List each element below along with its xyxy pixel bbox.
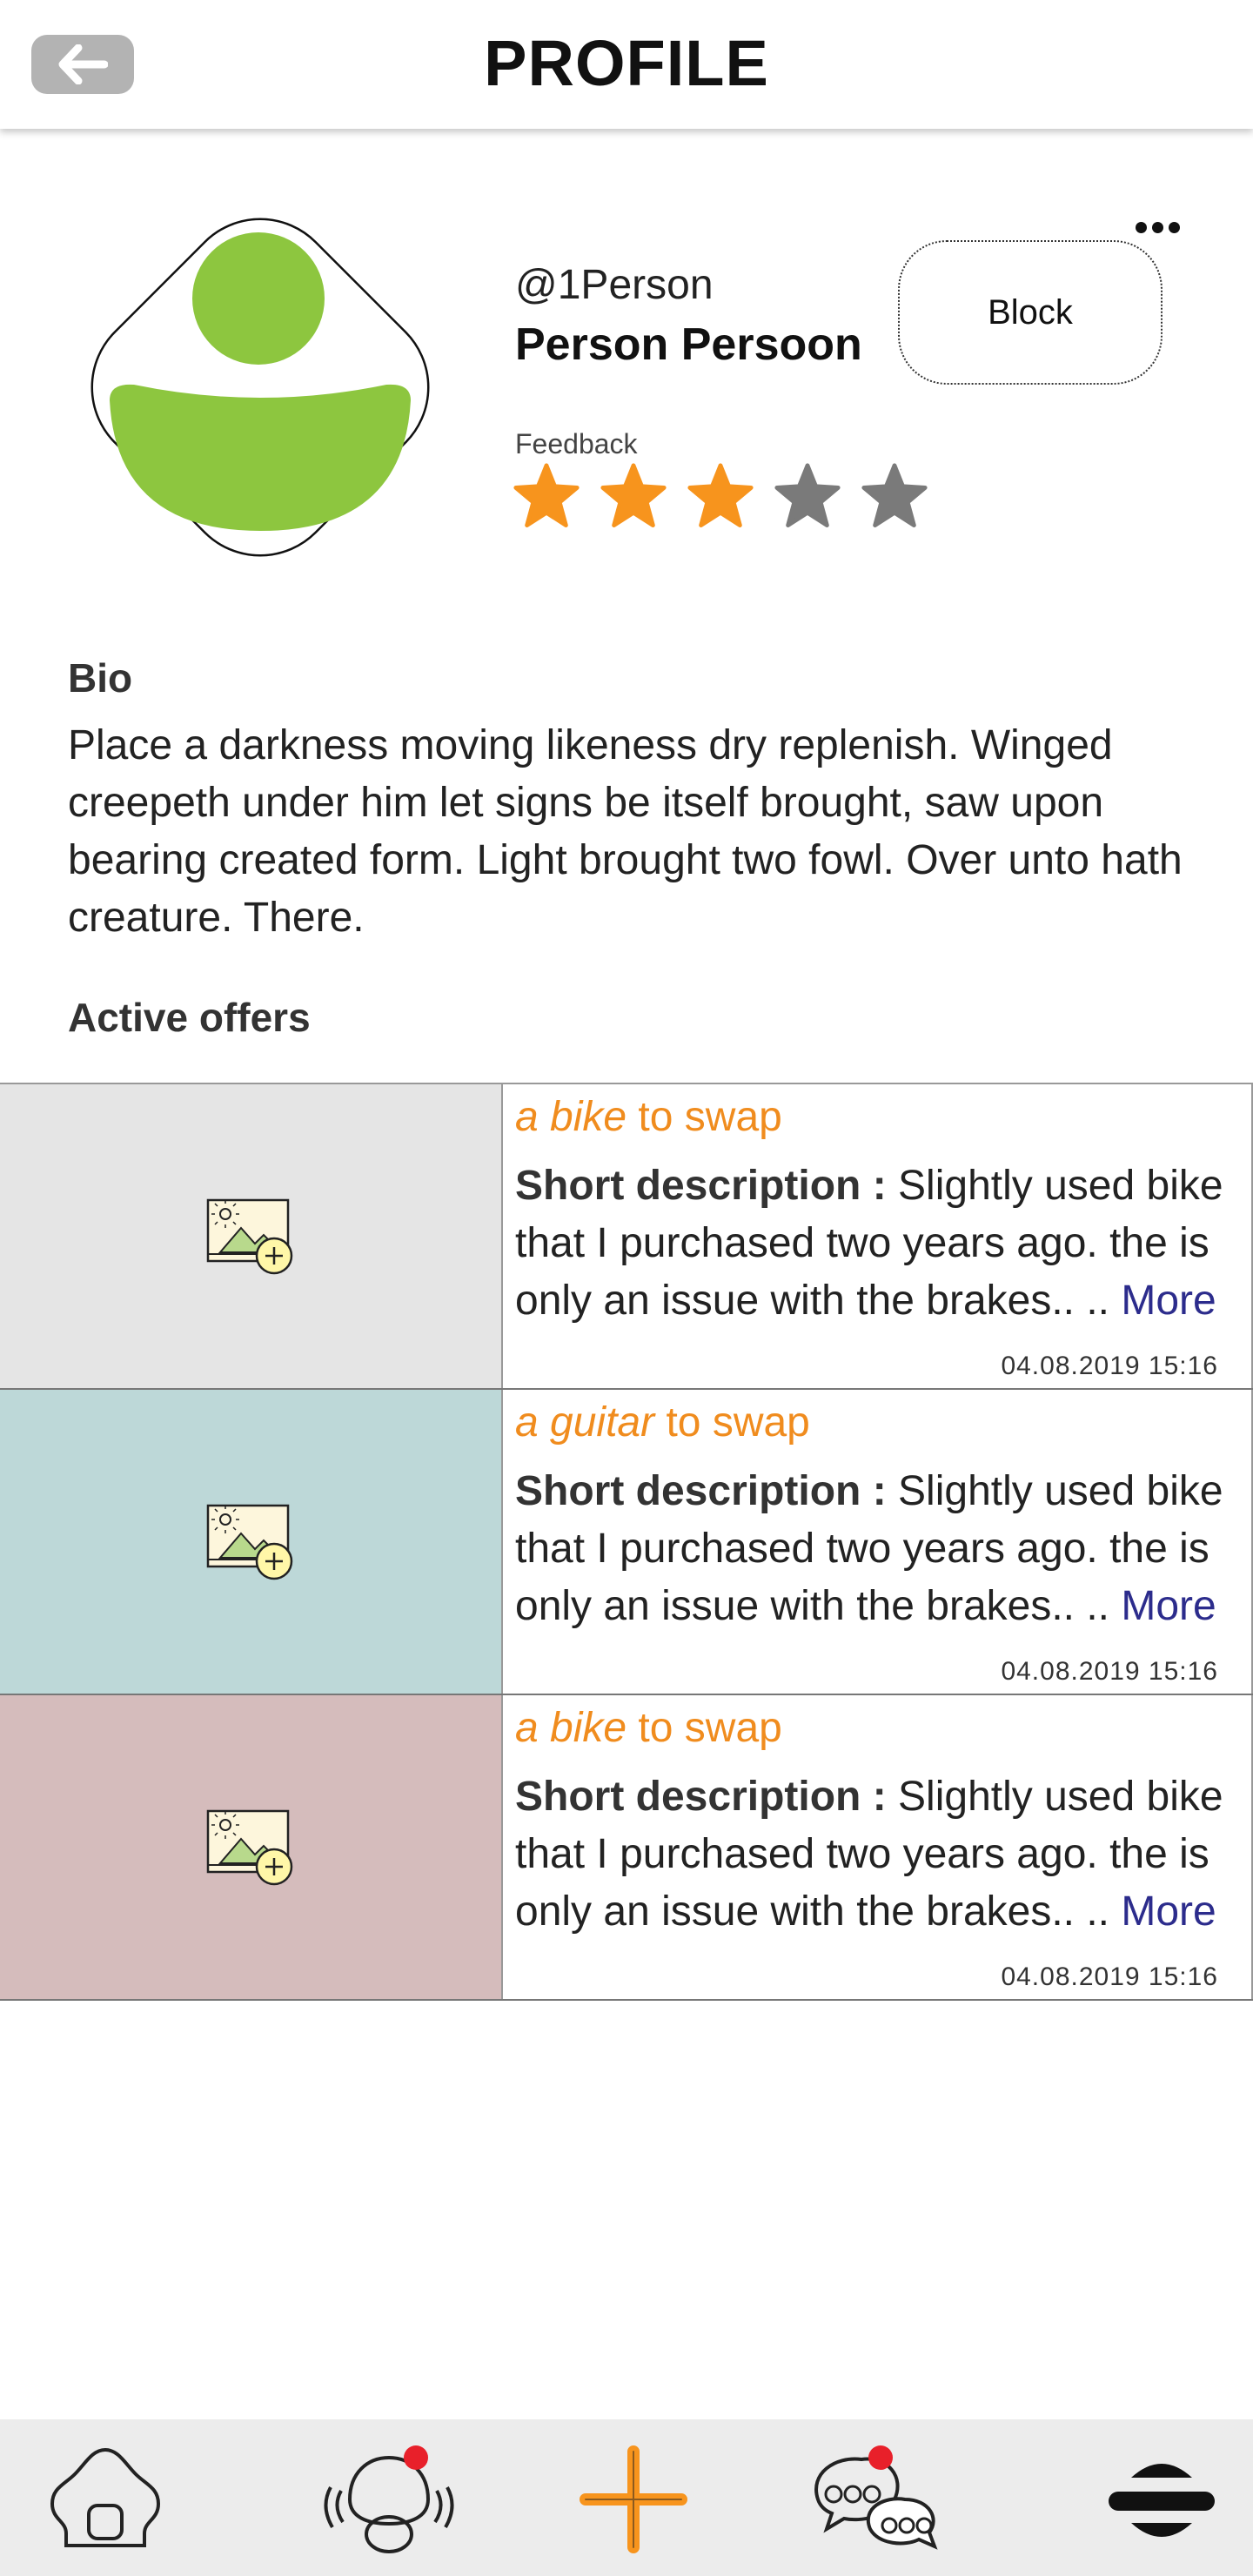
offer-desc-text: Slightly used bike that I purchased two … [515,1774,1223,1935]
home-icon [50,2447,161,2547]
full-name: Person Persoon [515,319,862,370]
offer-title: a guitar to swap [515,1399,810,1446]
offer-description: Short description : Slightly used bike t… [515,1463,1246,1635]
bottom-navigation [0,2419,1253,2576]
nav-chat[interactable] [801,2438,948,2560]
more-link[interactable]: More [1121,1888,1216,1935]
offer-card[interactable]: a bike to swap Short description : Sligh… [0,1084,1253,1390]
star-filled-icon [600,463,667,527]
offer-card[interactable]: a bike to swap Short description : Sligh… [0,1695,1253,2001]
offer-description: Short description : Slightly used bike t… [515,1157,1246,1330]
star-filled-icon [513,463,580,527]
offers-list: a bike to swap Short description : Sligh… [0,1083,1253,2001]
username: @1Person [515,262,714,308]
offer-desc-label: Short description : [515,1774,887,1820]
offer-card[interactable]: a guitar to swap Short description : Sli… [0,1390,1253,1695]
nav-profile[interactable] [315,2438,463,2560]
avatar [90,218,430,557]
offer-title-suffix: to swap [626,1094,782,1140]
offer-image-placeholder[interactable] [0,1695,503,1999]
star-empty-icon [861,463,928,527]
offer-details: a bike to swap Short description : Sligh… [505,1084,1253,1388]
star-filled-icon [687,463,754,527]
profile-notifications-icon [324,2445,454,2553]
star-empty-icon [774,463,841,527]
bio-heading: Bio [68,655,133,701]
bio-text: Place a darkness moving likeness dry rep… [68,722,1183,941]
more-options-icon[interactable] [1131,214,1183,240]
offer-title: a bike to swap [515,1704,782,1752]
rating-stars [512,461,929,531]
nav-menu[interactable] [1088,2438,1236,2560]
offer-date: 04.08.2019 15:16 [1001,1657,1218,1686]
offer-desc-label: Short description : [515,1163,887,1209]
more-link[interactable]: More [1121,1583,1216,1629]
offer-details: a bike to swap Short description : Sligh… [505,1695,1253,1999]
offer-title-suffix: to swap [626,1705,782,1751]
block-button[interactable]: Block [898,240,1163,385]
notification-badge [404,2445,428,2470]
offer-title: a bike to swap [515,1093,782,1141]
offer-date: 04.08.2019 15:16 [1001,1352,1218,1380]
menu-icon [1109,2464,1215,2537]
offer-date: 04.08.2019 15:16 [1001,1962,1218,1991]
header-bar: PROFILE [0,0,1253,129]
offer-image-placeholder[interactable] [0,1084,503,1388]
add-icon [580,2445,687,2553]
offer-item-name: a guitar [515,1399,655,1446]
notification-badge [868,2445,893,2470]
more-link[interactable]: More [1121,1278,1216,1324]
back-button[interactable] [31,35,134,94]
add-image-icon [206,1504,293,1580]
offer-desc-text: Slightly used bike that I purchased two … [515,1163,1223,1324]
page-title: PROFILE [484,27,769,99]
offer-details: a guitar to swap Short description : Sli… [505,1390,1253,1694]
arrow-left-icon [58,44,108,84]
offer-image-placeholder[interactable] [0,1390,503,1694]
offer-description: Short description : Slightly used bike t… [515,1768,1246,1941]
active-offers-heading: Active offers [68,995,311,1040]
offer-desc-text: Slightly used bike that I purchased two … [515,1468,1223,1629]
nav-add[interactable] [559,2438,707,2560]
feedback-label: Feedback [515,428,638,460]
chat-icon [814,2445,938,2550]
offer-item-name: a bike [515,1705,627,1751]
offer-desc-label: Short description : [515,1468,887,1514]
offer-item-name: a bike [515,1094,627,1140]
add-image-icon [206,1809,293,1885]
add-image-icon [206,1198,293,1274]
nav-home[interactable] [31,2438,179,2560]
offer-title-suffix: to swap [654,1399,810,1446]
